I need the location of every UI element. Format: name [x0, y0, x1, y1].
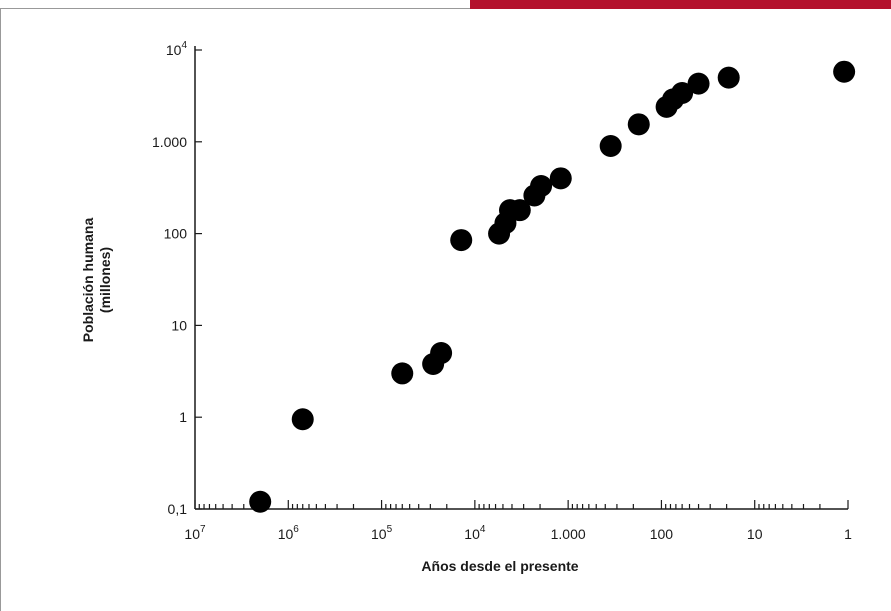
x-tick-label-base: 1	[844, 526, 852, 542]
y-tick-label: 1	[179, 409, 187, 425]
x-tick-label-base: 10	[184, 526, 200, 542]
x-tick-label-base: 10	[278, 526, 294, 542]
y-tick-label-base: 1.000	[152, 134, 187, 150]
data-point	[687, 72, 710, 95]
y-tick-label: 1.000	[152, 134, 187, 150]
y-tick-label-base: 10	[171, 317, 187, 333]
x-tick-label: 105	[371, 524, 393, 542]
data-point	[508, 199, 531, 222]
x-tick-label-exponent: 6	[293, 524, 299, 535]
x-tick-label: 10	[747, 526, 763, 542]
x-tick-label: 106	[278, 524, 300, 542]
data-point	[291, 408, 314, 431]
x-tick-label-base: 10	[747, 526, 763, 542]
frame-top-border	[0, 8, 470, 9]
y-tick-label-base: 1	[179, 409, 187, 425]
y-tick-label-base: 0,1	[168, 501, 188, 517]
data-point	[717, 66, 740, 89]
data-point	[549, 167, 572, 190]
axes	[194, 46, 848, 510]
data-point	[599, 135, 622, 158]
x-tick-label: 1.000	[551, 526, 586, 542]
x-axis-title: Años desde el presente	[421, 558, 578, 574]
data-point	[391, 362, 414, 385]
y-tick-label: 10	[171, 317, 187, 333]
x-tick-label: 104	[464, 524, 486, 542]
y-tick-label: 100	[164, 226, 188, 242]
data-point	[249, 490, 272, 513]
y-tick-label: 104	[166, 40, 188, 58]
frame-left-border	[0, 8, 1, 611]
data-points	[249, 60, 856, 513]
x-tick-label-base: 10	[371, 526, 387, 542]
x-tick-label-exponent: 5	[387, 524, 393, 535]
y-axis-title-line-2: (millones)	[97, 247, 113, 313]
data-point	[671, 82, 694, 105]
data-point	[627, 113, 650, 136]
x-tick-label-exponent: 7	[200, 524, 206, 535]
x-tick-label-base: 100	[650, 526, 674, 542]
x-tick-label-base: 1.000	[551, 526, 586, 542]
tick-marks	[194, 49, 849, 510]
x-tick-label-exponent: 4	[480, 524, 486, 535]
data-point	[430, 342, 453, 365]
header-color-band	[470, 0, 891, 9]
x-tick-label-base: 10	[464, 526, 480, 542]
x-tick-label: 100	[650, 526, 674, 542]
x-tick-label: 1	[844, 526, 852, 542]
y-tick-label-exponent: 4	[181, 40, 187, 51]
y-tick-label-base: 100	[164, 226, 188, 242]
y-tick-label: 0,1	[168, 501, 188, 517]
y-axis-title: Población humana (millones)	[80, 218, 113, 343]
data-point	[530, 175, 553, 198]
x-tick-label: 107	[184, 524, 206, 542]
y-tick-label-base: 10	[166, 42, 182, 58]
data-point	[833, 60, 856, 83]
data-point	[450, 229, 473, 252]
y-axis-title-line-1: Población humana	[80, 218, 96, 343]
